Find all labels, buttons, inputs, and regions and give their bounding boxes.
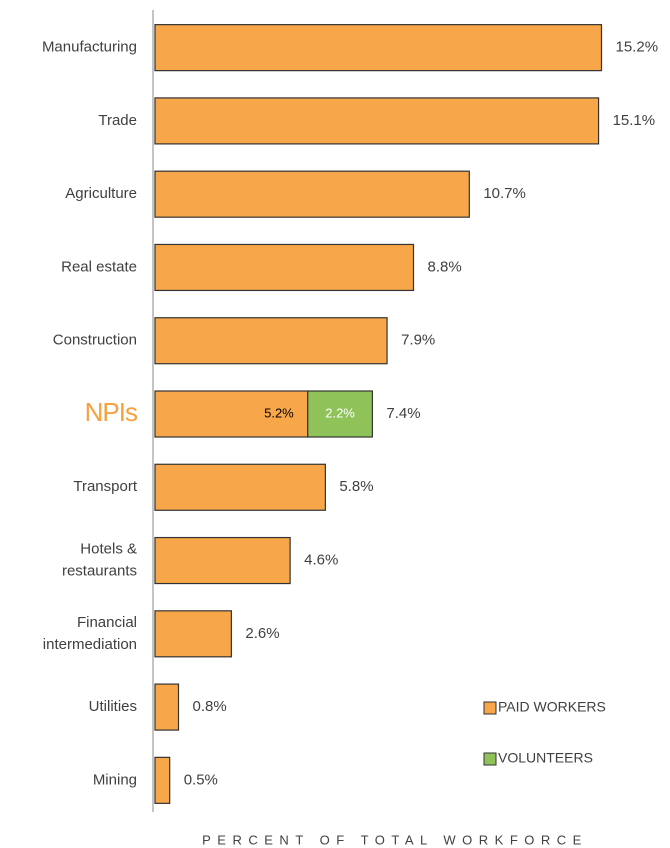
total-label: 7.4% [386, 405, 420, 422]
legend-swatch [483, 752, 497, 766]
total-label: 7.9% [401, 332, 435, 349]
bar [154, 243, 415, 292]
bar [154, 463, 326, 511]
legend-label: VOLUNTEERS [498, 750, 593, 766]
legend-swatch [483, 701, 497, 715]
y-tick-label: Utilities [89, 698, 137, 715]
bar [154, 317, 388, 365]
total-label: 4.6% [304, 552, 338, 569]
bar [154, 170, 470, 218]
bar [154, 610, 232, 658]
bar-value-label: 2.2% [325, 405, 355, 420]
total-label: 0.5% [184, 771, 218, 788]
total-label: 8.8% [428, 258, 462, 275]
bar [154, 97, 600, 145]
bar [154, 536, 291, 585]
y-tick-label: Mining [93, 771, 137, 788]
y-tick-label: Manufacturing [42, 39, 137, 56]
y-tick-label: Construction [53, 332, 137, 349]
bar [307, 390, 373, 438]
y-tick-label: Agriculture [65, 185, 137, 202]
bar [154, 756, 171, 804]
x-axis-label: PERCENT OF TOTAL WORKFORCE [202, 832, 588, 847]
y-tick-label: Trade [98, 112, 137, 129]
total-label: 5.8% [339, 478, 373, 495]
y-tick-label: Financial intermediation [43, 614, 137, 653]
bar [154, 683, 180, 731]
legend-label: PAID WORKERS [498, 699, 606, 715]
total-label: 15.2% [616, 39, 659, 56]
bar [154, 24, 603, 72]
y-tick-label: Transport [73, 478, 137, 495]
total-label: 15.1% [613, 112, 656, 129]
bar-value-label: 5.2% [264, 405, 294, 420]
total-label: 0.8% [193, 698, 227, 715]
y-tick-label: NPIs [85, 397, 138, 427]
y-tick-label: Hotels & restaurants [62, 541, 137, 580]
y-tick-label: Real estate [61, 258, 137, 275]
total-label: 2.6% [245, 625, 279, 642]
total-label: 10.7% [483, 185, 526, 202]
